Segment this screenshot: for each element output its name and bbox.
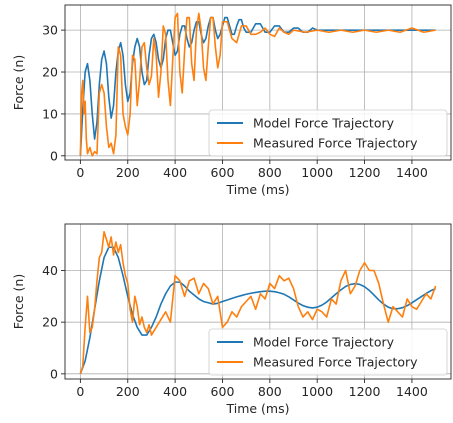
y-tick-label: 30 [42,23,58,38]
y-tick-label: 40 [42,263,58,278]
y-tick-label: 20 [42,65,58,80]
x-tick-label: 400 [163,165,187,180]
series-line-model [79,246,436,375]
x-tick-label: 1400 [396,384,428,399]
chart-panel-1: 0 200 400 600 800 1000 1200 1400 0 10 20 30 Time (ms… [11,4,452,197]
legend-label-measured: Measured Force Trajectory [253,355,418,370]
x-tick-label: 400 [163,384,187,399]
axes-frame [64,223,452,380]
x-tick-label: 800 [258,165,282,180]
x-tick-label: 1000 [301,165,333,180]
y-tick-label: 10 [42,106,58,121]
x-tick-label: 1400 [396,165,428,180]
x-tick-label: 0 [76,384,84,399]
y-axis-label: Force (n) [11,274,26,329]
series-line-measured [79,12,436,157]
x-tick-label: 600 [211,384,235,399]
x-tick-label: 1200 [349,165,381,180]
x-tick-label: 1200 [349,384,381,399]
x-axis-label: Time (ms) [225,401,289,416]
y-tick-label: 0 [50,366,58,381]
y-tick-label: 0 [50,148,58,163]
chart-panel-2: 0 200 400 600 800 1000 1200 1400 0 20 40 Time (ms) F… [11,223,452,416]
x-axis-label: Time (ms) [225,182,289,197]
x-tick-label: 200 [116,165,140,180]
legend-label-model: Model Force Trajectory [253,335,395,350]
x-tick-label: 200 [116,384,140,399]
legend-label-model: Model Force Trajectory [253,116,395,131]
x-tick-label: 800 [258,384,282,399]
x-tick-label: 600 [211,165,235,180]
x-tick-label: 1000 [301,384,333,399]
axes-frame [64,4,452,161]
legend: Model Force Trajectory Measured Force Tra… [208,109,448,157]
y-axis-label: Force (n) [11,55,26,110]
y-tick-label: 20 [42,315,58,330]
legend: Model Force Trajectory Measured Force Tra… [208,328,448,376]
series-line-measured [79,230,437,375]
x-tick-label: 0 [76,165,84,180]
legend-label-measured: Measured Force Trajectory [253,136,418,151]
legend-box [208,328,448,376]
legend-box [208,109,448,157]
